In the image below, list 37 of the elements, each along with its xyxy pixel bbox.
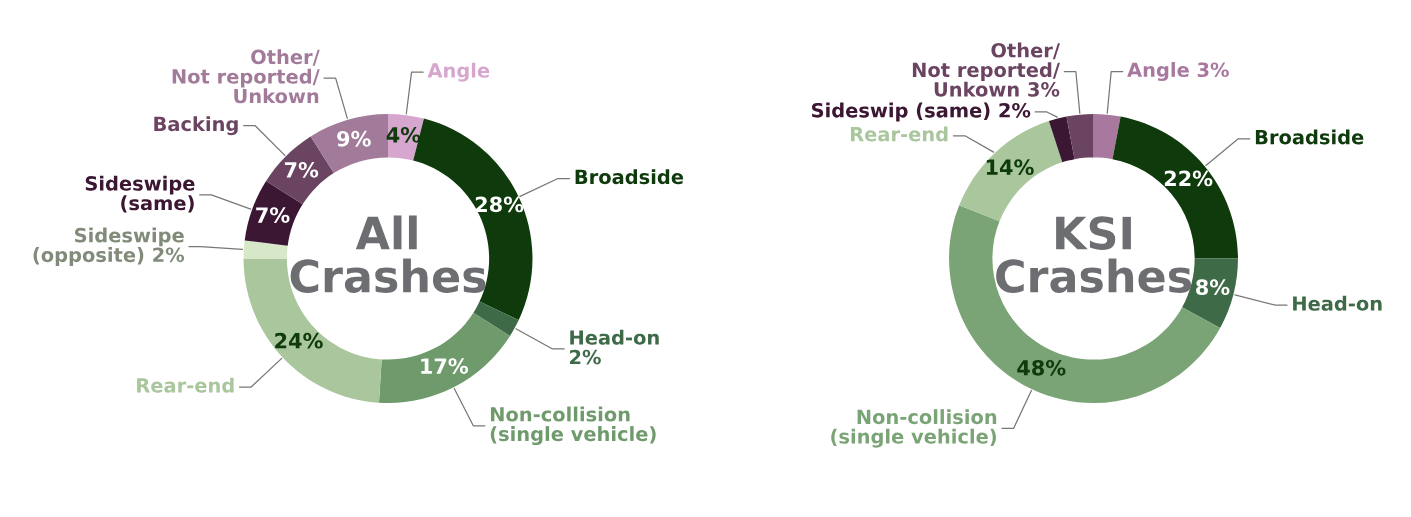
data-label: 9% (337, 130, 371, 147)
donut-slice (243, 240, 288, 259)
text: All Crashes (290, 215, 486, 293)
data-label: 22% (1164, 170, 1213, 187)
data-label: 8% (1196, 279, 1230, 296)
slice-label: Angle (427, 62, 490, 82)
slice-label: Head-on (1293, 295, 1382, 311)
text: KSI Crashes (996, 216, 1192, 293)
slice-label: Non-collision (single vehicle) (490, 406, 656, 446)
data-label: 4% (386, 126, 421, 143)
slice-label: Other/ Not reported/ Unkown 3% (912, 42, 1060, 97)
slice-label: Backing (154, 116, 238, 136)
slice-label: Rear-end (850, 126, 948, 142)
slice-label: Angle 3% (1127, 62, 1229, 82)
data-label: 24% (275, 332, 323, 349)
slice-label: Head-on 2% (570, 329, 659, 365)
data-label: 48% (1017, 359, 1066, 376)
donut-slice (1093, 114, 1121, 160)
slice-label: Broadside (1255, 129, 1364, 145)
slice-label: Sideswipe (same) (85, 175, 195, 213)
data-label: 28% (475, 196, 524, 213)
slice-label: Sideswipe (opposite) 2% (33, 227, 185, 266)
data-label: 7% (284, 161, 319, 178)
data-label: 17% (421, 358, 469, 374)
donut-slice (244, 181, 303, 246)
donut-slice (378, 312, 510, 403)
slice-label: Non-collision (single vehicle) (831, 409, 997, 448)
slice-label: Other/ Not reported/ Unkown (172, 49, 320, 104)
data-label: 14% (986, 159, 1034, 176)
donut-slice (1066, 114, 1094, 160)
slice-label: Broadside (575, 169, 684, 185)
slice-label: Rear-end (137, 377, 234, 393)
donut-slice (1048, 116, 1075, 163)
donut-slice (473, 301, 519, 336)
slice-label: Sideswip (same) 2% (811, 102, 1031, 122)
data-label: 7% (256, 207, 290, 223)
donut-slice (266, 136, 334, 205)
